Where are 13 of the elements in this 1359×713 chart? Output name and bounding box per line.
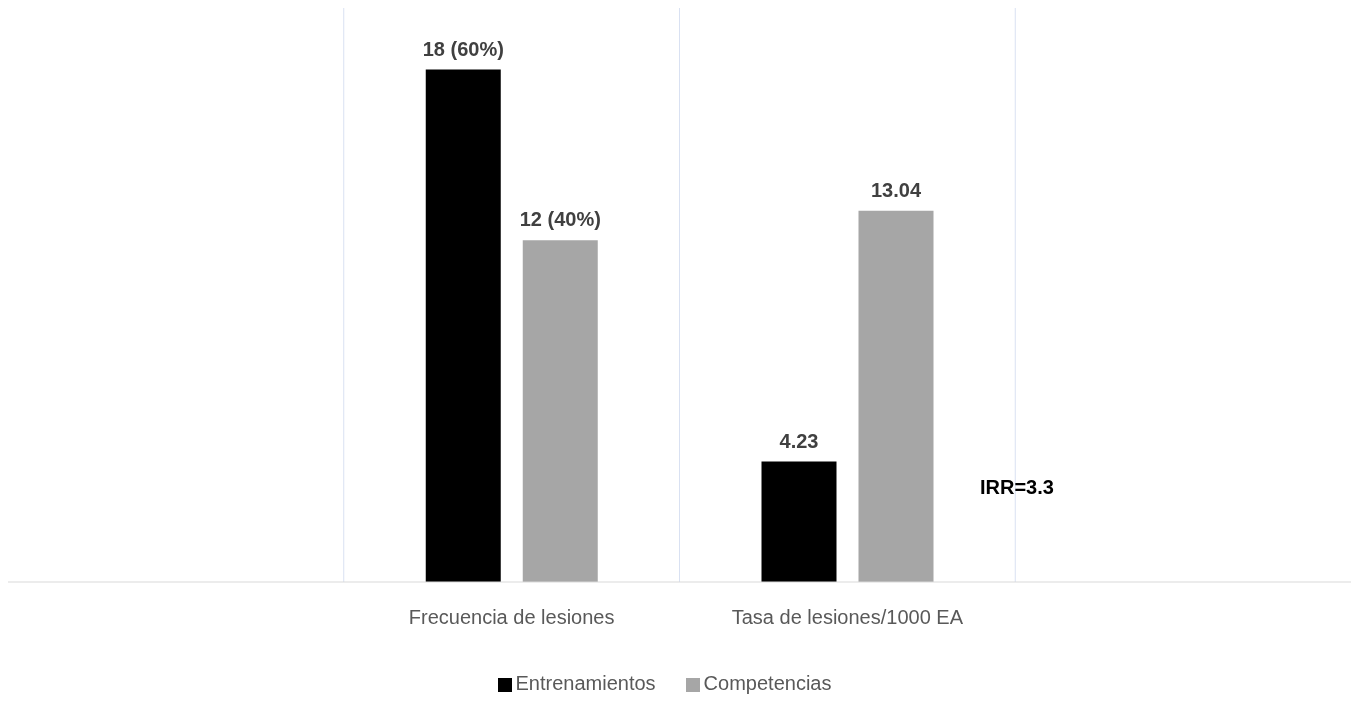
x-tick-label: Frecuencia de lesiones — [408, 606, 615, 629]
bar — [761, 461, 837, 582]
data-label: 13.04 — [870, 178, 922, 201]
x-tick-label: Tasa de lesiones/1000 EA — [731, 606, 964, 629]
data-label: 12 (40%) — [519, 208, 601, 231]
annotation: IRR=3.3 — [980, 476, 1054, 499]
legend-label: Entrenamientos — [515, 672, 656, 694]
legend-label: Competencias — [703, 672, 832, 694]
data-label: 18 (60%) — [422, 37, 504, 60]
bar — [425, 69, 501, 582]
data-label: 4.23 — [779, 429, 819, 452]
bar — [522, 240, 598, 582]
bar — [858, 210, 934, 582]
